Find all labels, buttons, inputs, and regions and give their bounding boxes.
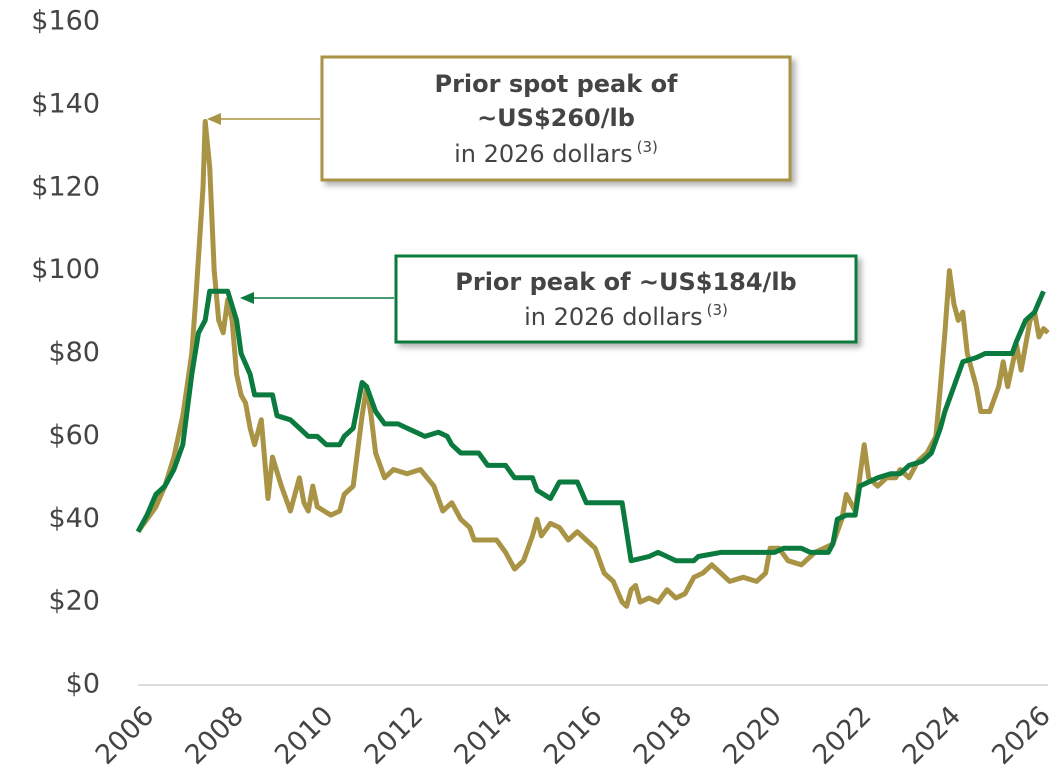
annotation-text: in 2026 dollars (3) — [454, 138, 658, 169]
annotation-text: in 2026 dollars (3) — [524, 301, 728, 332]
annotation-title: ~US$260/lb — [477, 104, 635, 132]
y-tick-label: $20 — [48, 586, 100, 617]
y-tick-label: $160 — [31, 6, 100, 37]
arrow-head — [240, 292, 254, 304]
x-tick-label: 2022 — [807, 700, 878, 771]
x-tick-label: 2008 — [179, 700, 250, 771]
annotation-title: Prior spot peak of — [434, 70, 678, 98]
annotation-box — [320, 55, 792, 182]
y-tick-label: $60 — [48, 420, 100, 451]
annotation-superscript: (3) — [637, 138, 658, 156]
y-tick-label: $0 — [66, 669, 100, 700]
x-tick-label: 2020 — [717, 700, 788, 771]
x-tick-label: 2014 — [448, 700, 519, 771]
x-tick-label: 2018 — [628, 700, 699, 771]
annotation-line: in 2026 dollars — [524, 303, 703, 331]
annotation-title: Prior peak of ~US$184/lb — [455, 268, 796, 296]
line-series — [135, 288, 1046, 564]
annotation-superscript: (3) — [707, 301, 728, 319]
x-tick-label: 2012 — [359, 700, 430, 771]
x-tick-label: 2006 — [90, 700, 161, 771]
x-tick-label: 2024 — [897, 700, 968, 771]
y-tick-label: $140 — [31, 88, 100, 119]
x-tick-label: 2026 — [986, 700, 1053, 771]
x-tick-label: 2010 — [269, 700, 340, 771]
arrow-head — [207, 113, 221, 125]
y-tick-label: $120 — [31, 171, 100, 202]
annotation-box — [394, 254, 858, 344]
annotation-line: in 2026 dollars — [454, 140, 633, 168]
y-tick-label: $100 — [31, 254, 100, 285]
y-tick-label: $40 — [48, 503, 100, 534]
x-tick-label: 2016 — [538, 700, 609, 771]
y-tick-label: $80 — [48, 337, 100, 368]
line-series — [135, 119, 1050, 609]
